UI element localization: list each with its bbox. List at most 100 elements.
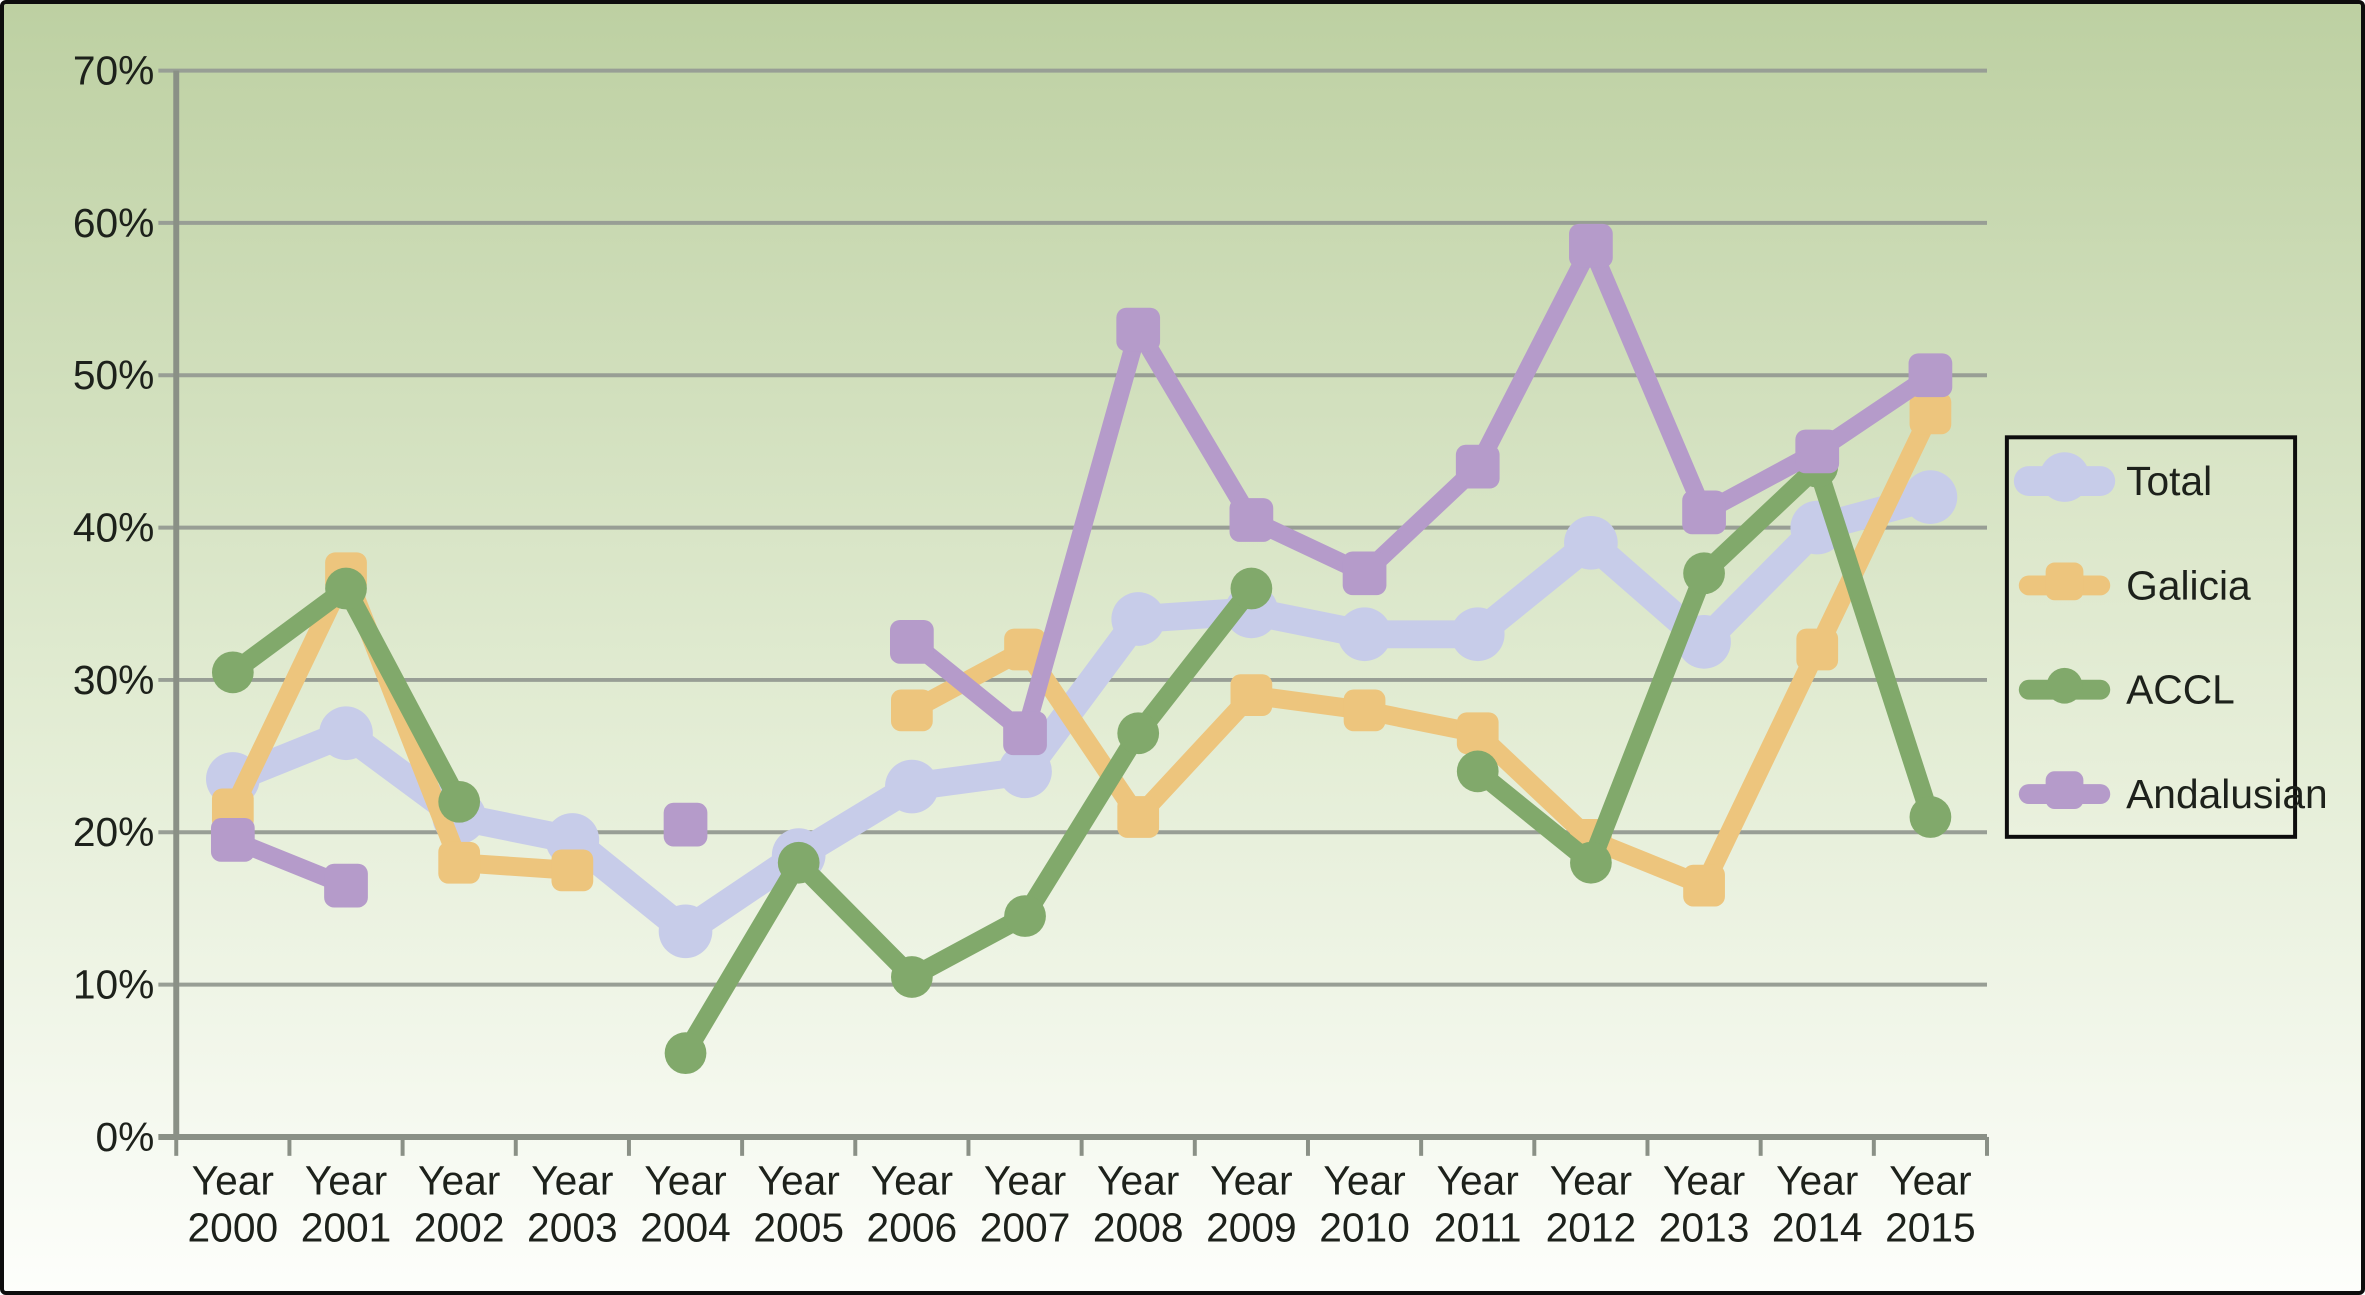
series-marker-accl	[325, 567, 367, 610]
series-marker-galicia	[890, 689, 933, 732]
x-axis-label-line1: Year	[1210, 1158, 1292, 1204]
series-marker-andalusian	[1569, 223, 1613, 268]
series-marker-galicia	[1683, 864, 1725, 907]
series-marker-total	[998, 744, 1052, 799]
x-axis-label-line1: Year	[1663, 1158, 1745, 1204]
x-axis-label-line2: 2008	[1093, 1204, 1184, 1250]
x-axis-label-line1: Year	[531, 1158, 613, 1204]
series-marker-andalusian	[1455, 444, 1500, 489]
legend-swatch-marker-accl	[2046, 667, 2083, 704]
y-axis-label-40: 40%	[73, 505, 155, 551]
x-axis-label-line2: 2007	[980, 1204, 1071, 1250]
x-axis-label-line1: Year	[1097, 1158, 1179, 1204]
series-marker-accl	[1230, 567, 1273, 610]
x-axis-label-line1: Year	[644, 1158, 726, 1204]
y-axis-label-10: 10%	[73, 962, 155, 1008]
series-marker-accl	[1570, 841, 1612, 884]
series-marker-andalusian	[1003, 711, 1047, 756]
series-marker-accl	[211, 651, 254, 694]
legend-label-andalusian: Andalusian	[2126, 771, 2328, 817]
x-axis-label-line1: Year	[192, 1158, 274, 1204]
series-marker-total	[1903, 470, 1958, 524]
series-marker-andalusian	[1795, 429, 1840, 474]
x-axis-label-line2: 2010	[1319, 1204, 1410, 1250]
series-marker-galicia	[1909, 392, 1952, 435]
series-marker-accl	[777, 841, 820, 884]
legend-label-total: Total	[2126, 458, 2212, 504]
series-marker-accl	[438, 780, 481, 823]
series-marker-galicia	[1004, 628, 1046, 671]
series-marker-andalusian	[210, 818, 255, 862]
series-marker-andalusian	[663, 802, 708, 847]
series-marker-galicia	[1230, 674, 1273, 717]
x-axis-label-line1: Year	[1437, 1158, 1519, 1204]
series-marker-andalusian	[324, 863, 368, 908]
series-marker-accl	[664, 1032, 707, 1075]
x-axis-label-line2: 2009	[1206, 1204, 1297, 1250]
series-marker-andalusian	[1682, 490, 1726, 535]
legend-label-galicia: Galicia	[2126, 562, 2251, 608]
y-axis-label-50: 50%	[73, 352, 155, 398]
legend-swatch-marker-total	[2039, 452, 2090, 502]
series-marker-total	[1111, 592, 1166, 646]
x-axis-label-line1: Year	[1323, 1158, 1405, 1204]
series-marker-galicia	[1117, 796, 1160, 838]
series-marker-total	[658, 904, 713, 959]
series-marker-andalusian	[1116, 307, 1161, 352]
series-marker-andalusian	[1908, 353, 1953, 398]
x-axis-label-line1: Year	[418, 1158, 500, 1204]
series-marker-accl	[1456, 750, 1499, 793]
series-marker-total	[1450, 607, 1505, 662]
series-marker-galicia	[1796, 628, 1839, 671]
series-marker-andalusian	[1229, 498, 1274, 542]
series-marker-total	[1564, 516, 1618, 570]
series-marker-accl	[1683, 552, 1725, 595]
series-marker-galicia	[1343, 689, 1386, 732]
x-axis-label-line1: Year	[984, 1158, 1066, 1204]
x-axis-label-line1: Year	[1550, 1158, 1632, 1204]
series-marker-galicia	[551, 849, 594, 892]
y-axis-label-20: 20%	[73, 809, 155, 855]
x-axis-label-line1: Year	[305, 1158, 387, 1204]
series-marker-galicia	[438, 841, 481, 884]
series-line-galicia	[223, 563, 582, 880]
y-axis-label-60: 60%	[73, 200, 155, 246]
x-axis-label-line2: 2004	[640, 1204, 731, 1250]
x-axis-label-line2: 2001	[301, 1204, 392, 1250]
x-axis-label-line2: 2002	[414, 1204, 505, 1250]
x-axis-label-line1: Year	[758, 1158, 840, 1204]
y-axis-label-70: 70%	[73, 47, 155, 93]
line-chart: 0%10%20%30%40%50%60%70%Year2000Year2001Y…	[73, 47, 2328, 1250]
x-axis-label-line2: 2005	[753, 1204, 844, 1250]
legend-label-accl: ACCL	[2126, 667, 2235, 713]
series-marker-accl	[1117, 712, 1160, 755]
legend-box	[2004, 435, 2298, 839]
y-axis-label-30: 30%	[73, 657, 155, 703]
series-marker-accl	[890, 956, 933, 998]
x-axis-label-line2: 2014	[1772, 1204, 1863, 1250]
x-axis-label-line1: Year	[1776, 1158, 1858, 1204]
x-axis-label-line2: 2000	[188, 1204, 279, 1250]
x-axis-label-line1: Year	[1889, 1158, 1971, 1204]
legend-swatch-marker-andalusian	[2045, 771, 2084, 809]
series-marker-galicia	[1456, 712, 1499, 755]
x-axis-label-line2: 2013	[1659, 1204, 1750, 1250]
series-line-accl	[676, 579, 1261, 1063]
series-marker-accl	[1909, 796, 1952, 838]
y-axis-label-0: 0%	[96, 1114, 155, 1160]
series-marker-total	[319, 706, 373, 761]
series-marker-total	[1337, 607, 1392, 662]
x-axis-label-line2: 2012	[1546, 1204, 1637, 1250]
legend-swatch-marker-galicia	[2045, 562, 2084, 601]
x-axis-label-line2: 2003	[527, 1204, 618, 1250]
series-line-galicia	[902, 403, 1940, 896]
x-axis-label-line2: 2015	[1885, 1204, 1976, 1250]
series-line-total	[218, 483, 1945, 946]
series-marker-total	[885, 759, 939, 814]
series-marker-andalusian	[1342, 551, 1387, 596]
series-line-andalusian	[902, 236, 1940, 743]
series-marker-accl	[1004, 895, 1046, 937]
x-axis-label-line1: Year	[871, 1158, 953, 1204]
x-axis-label-line2: 2006	[867, 1204, 958, 1250]
